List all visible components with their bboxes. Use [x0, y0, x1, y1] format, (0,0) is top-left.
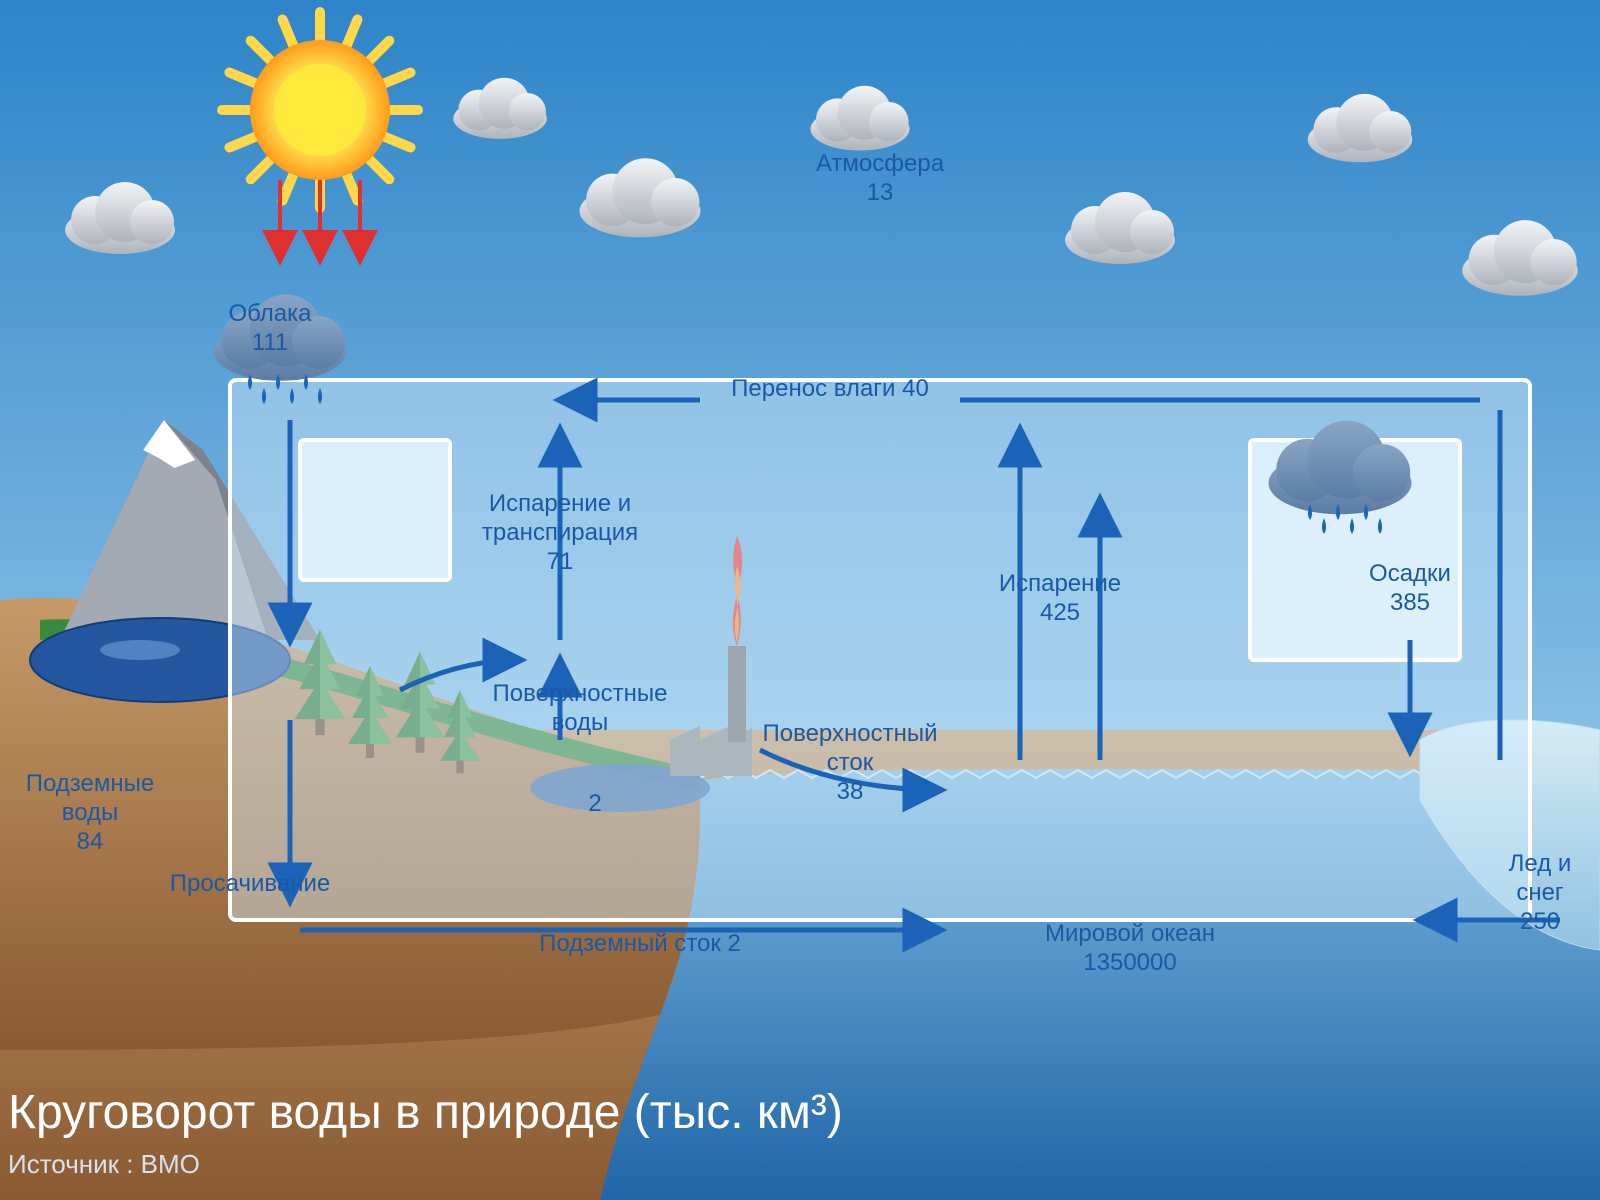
label-ocean: Мировой океан 1350000	[1010, 920, 1250, 978]
label-surface_water_v: 2	[475, 790, 715, 819]
label-surface_runoff: Поверхностный сток 38	[730, 720, 970, 806]
label-surface_water: Поверхностные воды	[460, 680, 700, 738]
label-evap_trans: Испарение и транспирация 71	[440, 490, 680, 576]
label-evaporation: Испарение 425	[940, 570, 1180, 628]
label-atmosphere: Атмосфера 13	[760, 150, 1000, 208]
label-transport: Перенос влаги 40	[710, 375, 950, 404]
diagram-source: Источник : ВМО	[0, 1149, 200, 1180]
label-groundwater: Подземные воды 84	[0, 770, 210, 856]
label-ice: Лед и снег 250	[1420, 850, 1600, 936]
diagram-title: Круговорот воды в природе (тыс. км³)	[0, 1085, 843, 1140]
label-clouds: Облака 111	[150, 300, 390, 358]
label-precip: Осадки 385	[1290, 560, 1530, 618]
water-cycle-diagram: Атмосфера 13 Облака 111 Перенос влаги 40 Ис…	[0, 0, 1600, 1200]
reservoir-box	[300, 440, 450, 580]
label-percolation: Просачивание	[130, 870, 370, 899]
label-ground_runoff: Подземный сток 2	[520, 930, 760, 959]
